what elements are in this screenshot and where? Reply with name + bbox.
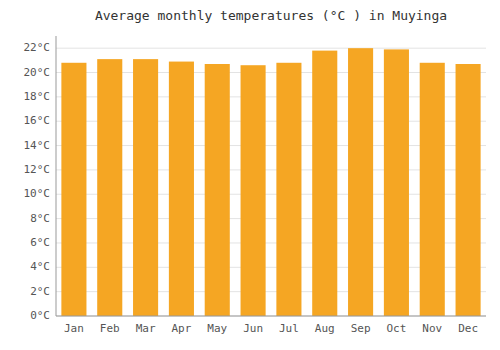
chart: Average monthly temperatures (°C ) in Mu… bbox=[0, 0, 500, 350]
y-tick-label: 14°C bbox=[24, 139, 51, 152]
y-tick-label: 6°C bbox=[30, 236, 50, 249]
bar bbox=[384, 49, 409, 316]
grid bbox=[56, 48, 486, 316]
x-tick-label: Oct bbox=[386, 322, 406, 335]
y-tick-label: 22°C bbox=[24, 41, 51, 54]
bar bbox=[169, 62, 194, 316]
bar bbox=[348, 48, 373, 316]
y-tick-label: 12°C bbox=[24, 163, 51, 176]
x-tick-label: May bbox=[207, 322, 227, 335]
y-tick-label: 4°C bbox=[30, 260, 50, 273]
x-tick-label: Nov bbox=[422, 322, 442, 335]
x-tick-label: Sep bbox=[351, 322, 371, 335]
bar bbox=[420, 63, 445, 316]
y-axis: 0°C 2°C 4°C 6°C 8°C 10°C 12°C 14°C 16°C 18°C 20°C 2… bbox=[24, 41, 51, 322]
bar bbox=[205, 64, 230, 316]
y-tick-label: 10°C bbox=[24, 187, 51, 200]
y-tick-label: 18°C bbox=[24, 90, 51, 103]
x-tick-label: Dec bbox=[458, 322, 478, 335]
y-tick-label: 8°C bbox=[30, 212, 50, 225]
y-axis-line bbox=[56, 36, 57, 316]
bar bbox=[312, 51, 337, 316]
grid-line bbox=[56, 316, 486, 317]
y-tick-label: 0°C bbox=[30, 309, 50, 322]
y-tick-label: 16°C bbox=[24, 114, 51, 127]
x-axis: Jan Feb Mar Apr May Jun Jul Aug Sep Oct Nov Dec bbox=[64, 322, 478, 335]
title: Average monthly temperatures (°C ) in Mu… bbox=[95, 8, 447, 23]
x-tick-label: Mar bbox=[136, 322, 156, 335]
bar bbox=[61, 63, 86, 316]
bars bbox=[61, 48, 480, 316]
bar bbox=[276, 63, 301, 316]
x-tick-label: Jan bbox=[64, 322, 84, 335]
y-tick-label: 2°C bbox=[30, 285, 50, 298]
bar bbox=[456, 64, 481, 316]
x-axis-line bbox=[56, 316, 486, 317]
x-tick-label: Jul bbox=[279, 322, 299, 335]
x-tick-label: Feb bbox=[100, 322, 120, 335]
x-tick-label: Apr bbox=[171, 322, 191, 335]
x-tick-label: Jun bbox=[243, 322, 263, 335]
bar bbox=[241, 65, 266, 316]
grid-line bbox=[56, 48, 486, 49]
x-tick-label: Aug bbox=[315, 322, 335, 335]
bar bbox=[133, 59, 158, 316]
y-tick-label: 20°C bbox=[24, 66, 51, 79]
bar bbox=[97, 59, 122, 316]
